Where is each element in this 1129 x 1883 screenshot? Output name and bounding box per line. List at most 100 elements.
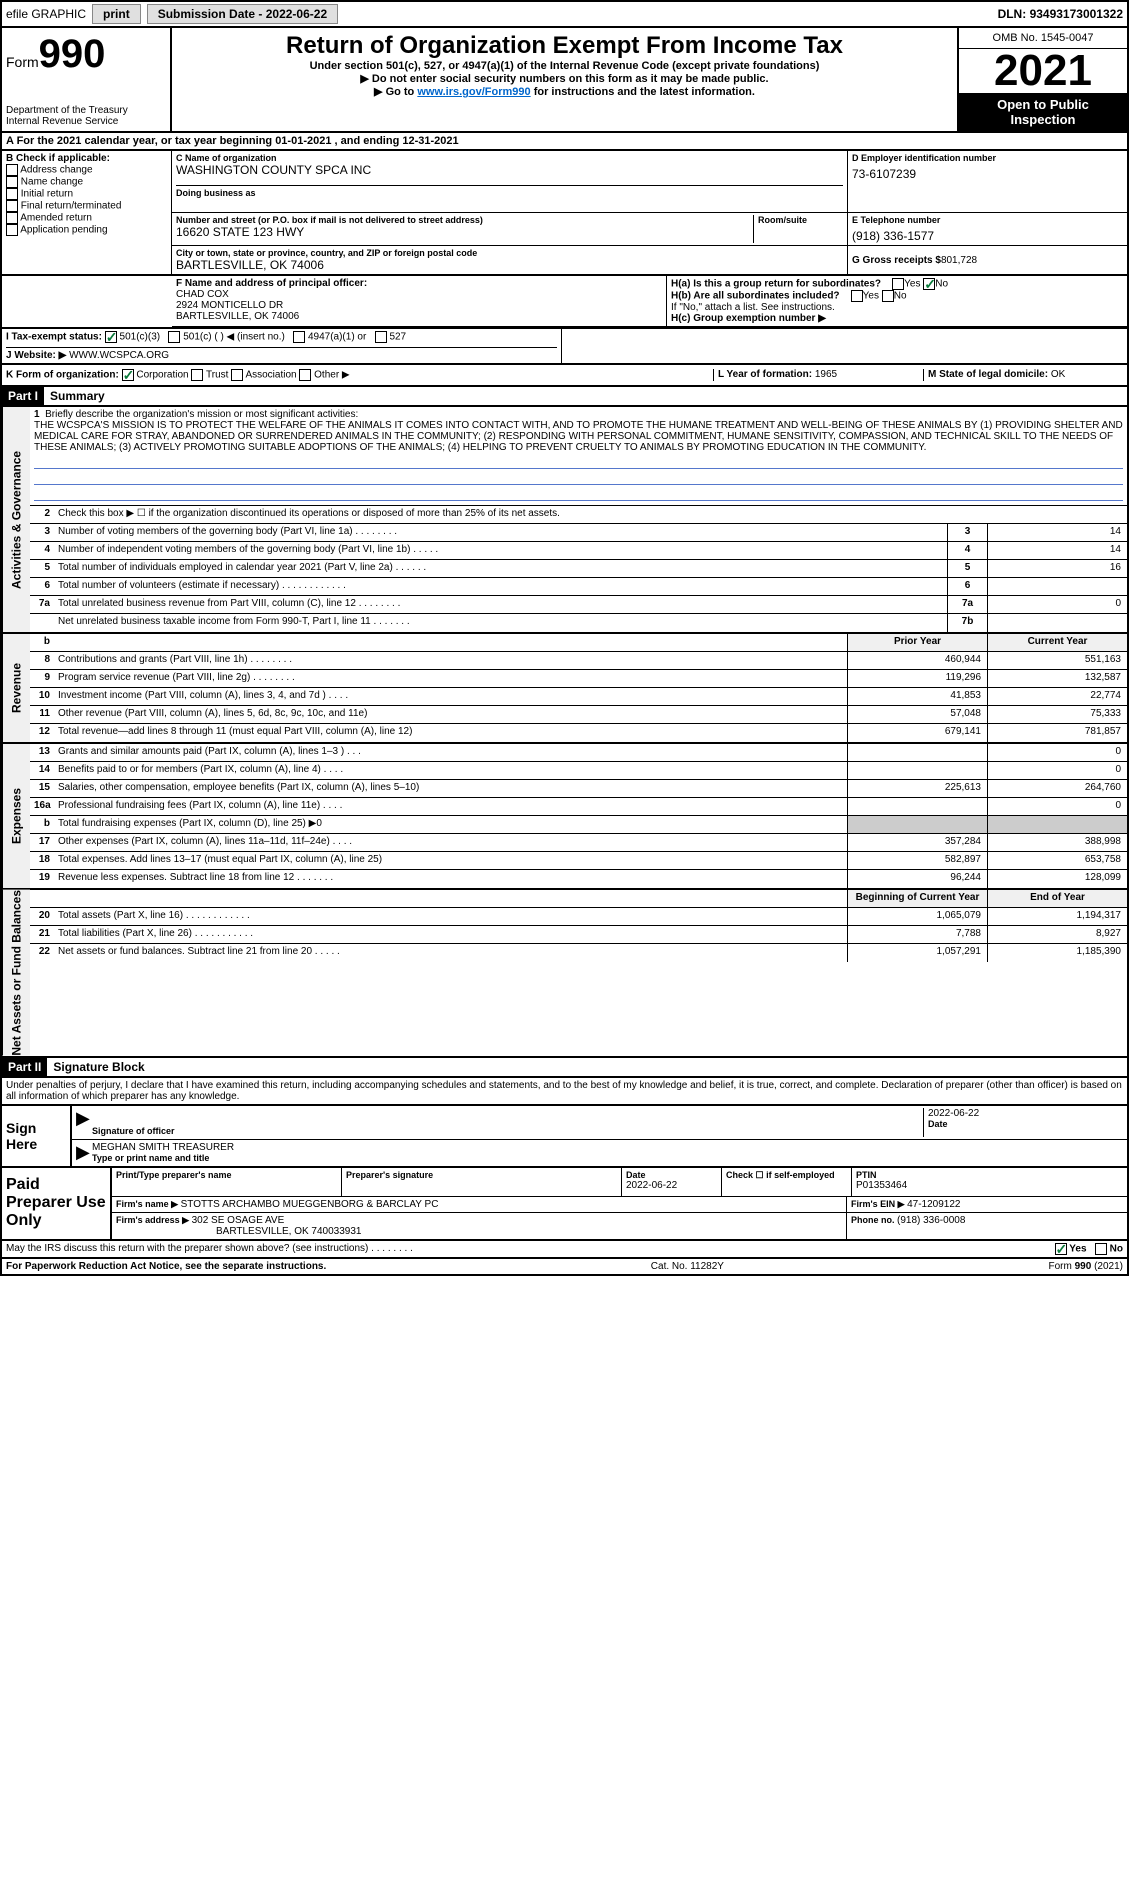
checkbox-address-change[interactable] bbox=[6, 164, 18, 176]
col-beginning: Beginning of Current Year bbox=[847, 890, 987, 907]
checkbox-hb-no[interactable] bbox=[882, 290, 894, 302]
year-formation: 1965 bbox=[815, 369, 837, 380]
block-f-h: F Name and address of principal officer:… bbox=[0, 276, 1129, 329]
line2-text: Check this box ▶ ☐ if the organization d… bbox=[54, 506, 1127, 523]
firm-ein: 47-1209122 bbox=[907, 1199, 960, 1210]
firm-addr1: 302 SE OSAGE AVE bbox=[192, 1215, 285, 1226]
col-b-checkboxes: B Check if applicable: Address change Na… bbox=[2, 151, 172, 274]
dln-value: 93493173001322 bbox=[1030, 7, 1123, 21]
discuss-text: May the IRS discuss this return with the… bbox=[6, 1243, 413, 1255]
part1-header: Part I Summary bbox=[0, 387, 1129, 407]
row-i-j: I Tax-exempt status: 501(c)(3) 501(c) ( … bbox=[0, 329, 1129, 365]
dln-label: DLN: bbox=[998, 7, 1030, 21]
part1-title: Summary bbox=[44, 387, 111, 405]
efile-label: efile GRAPHIC bbox=[6, 7, 86, 21]
officer-addr1: 2924 MONTICELLO DR bbox=[176, 300, 283, 311]
col-current-year: Current Year bbox=[987, 634, 1127, 651]
checkbox-assoc[interactable] bbox=[231, 369, 243, 381]
col-end: End of Year bbox=[987, 890, 1127, 907]
checkbox-hb-yes[interactable] bbox=[851, 290, 863, 302]
city-label: City or town, state or province, country… bbox=[176, 248, 843, 258]
checkbox-discuss-yes[interactable] bbox=[1055, 1243, 1067, 1255]
dba-label: Doing business as bbox=[176, 188, 843, 198]
street-address: 16620 STATE 123 HWY bbox=[176, 225, 753, 239]
paperwork-notice: For Paperwork Reduction Act Notice, see … bbox=[6, 1261, 326, 1272]
penalty-statement: Under penalties of perjury, I declare th… bbox=[0, 1078, 1129, 1106]
gross-receipts: 801,728 bbox=[941, 255, 977, 266]
summary-expenses: Expenses 13Grants and similar amounts pa… bbox=[0, 744, 1129, 890]
row-a-tax-year: A For the 2021 calendar year, or tax yea… bbox=[0, 133, 1129, 151]
topbar: efile GRAPHIC print Submission Date - 20… bbox=[0, 0, 1129, 28]
ha-label: H(a) Is this a group return for subordin… bbox=[671, 279, 881, 290]
dept-label: Department of the Treasury bbox=[6, 105, 166, 116]
line1-label: Briefly describe the organization's miss… bbox=[45, 409, 358, 420]
k-label: K Form of organization: bbox=[6, 370, 119, 381]
form-subtitle3: ▶ Go to www.irs.gov/Form990 for instruct… bbox=[180, 85, 949, 98]
checkbox-527[interactable] bbox=[375, 331, 387, 343]
officer-addr2: BARTLESVILLE, OK 74006 bbox=[176, 311, 299, 322]
name-title-label: Type or print name and title bbox=[92, 1153, 209, 1163]
state-domicile: OK bbox=[1051, 369, 1065, 380]
summary-net-assets: Net Assets or Fund Balances Beginning of… bbox=[0, 890, 1129, 1058]
phone-value: (918) 336-1577 bbox=[852, 229, 1123, 243]
addr-label: Number and street (or P.O. box if mail i… bbox=[176, 215, 753, 225]
hb-label: H(b) Are all subordinates included? bbox=[671, 291, 840, 302]
form-footer: Form 990 (2021) bbox=[1049, 1261, 1123, 1272]
mission-text: THE WCSPCA'S MISSION IS TO PROTECT THE W… bbox=[34, 420, 1123, 453]
checkbox-amended-return[interactable] bbox=[6, 212, 18, 224]
l-label: L Year of formation: bbox=[718, 369, 815, 380]
checkbox-application-pending[interactable] bbox=[6, 224, 18, 236]
ein-value: 73-6107239 bbox=[852, 167, 1123, 181]
checkbox-ha-no[interactable] bbox=[923, 278, 935, 290]
officer-name: CHAD COX bbox=[176, 289, 229, 300]
form-header: Form990 Department of the Treasury Inter… bbox=[0, 28, 1129, 133]
part2-title: Signature Block bbox=[47, 1058, 150, 1076]
submission-date-button[interactable]: Submission Date - 2022-06-22 bbox=[147, 4, 338, 24]
checkbox-corp[interactable] bbox=[122, 369, 134, 381]
firm-name: STOTTS ARCHAMBO MUEGGENBORG & BARCLAY PC bbox=[181, 1199, 439, 1210]
footer-discuss: May the IRS discuss this return with the… bbox=[0, 1241, 1129, 1259]
summary-revenue: Revenue bPrior YearCurrent Year 8Contrib… bbox=[0, 634, 1129, 744]
form-subtitle2: ▶ Do not enter social security numbers o… bbox=[180, 72, 949, 85]
d-label: D Employer identification number bbox=[852, 153, 1123, 163]
firm-addr2: BARTLESVILLE, OK 740033931 bbox=[216, 1226, 361, 1237]
checkbox-ha-yes[interactable] bbox=[892, 278, 904, 290]
officer-name-title: MEGHAN SMITH TREASURER bbox=[92, 1142, 1123, 1153]
checkbox-final-return[interactable] bbox=[6, 200, 18, 212]
part2-header: Part II Signature Block bbox=[0, 1058, 1129, 1078]
checkbox-discuss-no[interactable] bbox=[1095, 1243, 1107, 1255]
row-k-l-m: K Form of organization: Corporation Trus… bbox=[0, 365, 1129, 387]
org-name: WASHINGTON COUNTY SPCA INC bbox=[176, 163, 843, 177]
paid-preparer-label: Paid Preparer Use Only bbox=[2, 1168, 112, 1239]
print-button[interactable]: print bbox=[92, 4, 141, 24]
checkbox-trust[interactable] bbox=[191, 369, 203, 381]
part2-badge: Part II bbox=[2, 1058, 47, 1076]
irs-link[interactable]: www.irs.gov/Form990 bbox=[417, 86, 530, 98]
block-b-through-g: B Check if applicable: Address change Na… bbox=[0, 151, 1129, 276]
cat-number: Cat. No. 11282Y bbox=[651, 1261, 724, 1272]
checkbox-other[interactable] bbox=[299, 369, 311, 381]
checkbox-name-change[interactable] bbox=[6, 176, 18, 188]
part1-badge: Part I bbox=[2, 387, 44, 405]
sig-officer-label: Signature of officer bbox=[92, 1126, 175, 1136]
side-tab-expenses: Expenses bbox=[2, 744, 30, 888]
paid-preparer-block: Paid Preparer Use Only Print/Type prepar… bbox=[0, 1168, 1129, 1241]
checkbox-501c3[interactable] bbox=[105, 331, 117, 343]
tax-year: 2021 bbox=[959, 49, 1127, 93]
sig-date-label: Date bbox=[928, 1119, 948, 1129]
signature-block: Sign Here ▶Signature of officer2022-06-2… bbox=[0, 1106, 1129, 1168]
hc-label: H(c) Group exemption number ▶ bbox=[671, 313, 826, 324]
form-number: 990 bbox=[39, 32, 106, 76]
website-value: WWW.WCSPCA.ORG bbox=[69, 350, 169, 361]
checkbox-501c[interactable] bbox=[168, 331, 180, 343]
f-label: F Name and address of principal officer: bbox=[176, 278, 367, 289]
checkbox-initial-return[interactable] bbox=[6, 188, 18, 200]
c-label: C Name of organization bbox=[176, 153, 843, 163]
preparer-date: 2022-06-22 bbox=[626, 1180, 717, 1191]
city-value: BARTLESVILLE, OK 74006 bbox=[176, 258, 843, 272]
summary-governance: Activities & Governance 1 Briefly descri… bbox=[0, 407, 1129, 634]
checkbox-4947[interactable] bbox=[293, 331, 305, 343]
side-tab-governance: Activities & Governance bbox=[2, 407, 30, 632]
i-label: I Tax-exempt status: bbox=[6, 332, 102, 343]
firm-phone: (918) 336-0008 bbox=[897, 1215, 965, 1226]
